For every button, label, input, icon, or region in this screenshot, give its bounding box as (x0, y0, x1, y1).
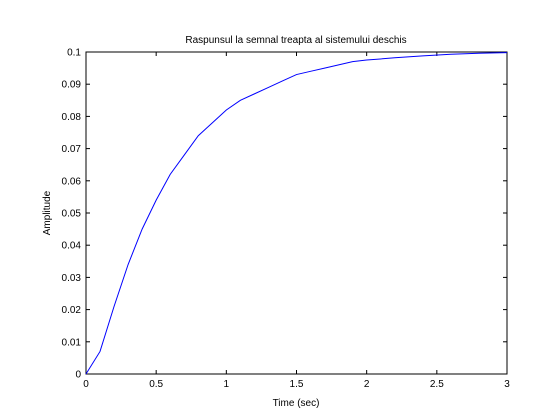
x-axis-ticks: 0 0.5 1 1.5 2 2.5 3 (83, 52, 510, 390)
y-tick-label: 0.07 (62, 144, 82, 155)
series-line (85, 52, 508, 375)
y-tick-label: 0.05 (62, 209, 82, 220)
y-tick-label: 0.06 (62, 176, 82, 187)
y-tick-label: 0.03 (62, 273, 82, 284)
x-axis-label: Time (sec) (273, 398, 320, 409)
x-tick-label: 1.5 (290, 379, 304, 390)
plot-area (85, 51, 508, 375)
chart-title: Raspunsul la semnal treapta al sistemulu… (185, 35, 406, 46)
x-tick-label: 0 (83, 379, 89, 390)
x-tick-label: 2 (364, 379, 370, 390)
y-axis-label: Amplitude (42, 190, 53, 235)
series-layer (85, 52, 508, 375)
y-tick-label: 0.02 (62, 305, 82, 316)
y-tick-label: 0.04 (62, 241, 82, 252)
x-tick-label: 2.5 (430, 379, 444, 390)
y-tick-label: 0 (75, 370, 81, 381)
x-tick-label: 0.5 (149, 379, 163, 390)
y-tick-label: 0.1 (67, 48, 81, 59)
x-tick-label: 1 (224, 379, 230, 390)
y-tick-label: 0.01 (62, 337, 82, 348)
y-axis-ticks: 0 0.01 0.02 0.03 0.04 0.05 0.06 0.07 0.08 0.09 0.1 (62, 48, 507, 381)
y-tick-label: 0.08 (62, 112, 82, 123)
x-tick-label: 3 (504, 379, 510, 390)
y-tick-label: 0.09 (62, 80, 82, 91)
